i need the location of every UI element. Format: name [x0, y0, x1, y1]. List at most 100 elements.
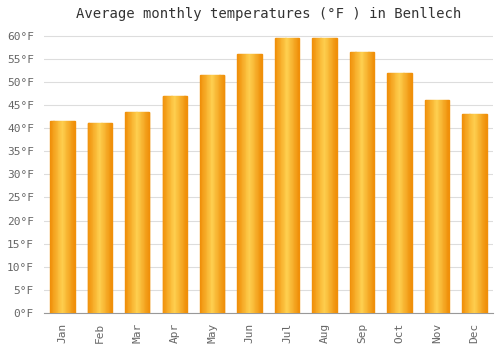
Bar — [128, 112, 129, 313]
Bar — [466, 114, 467, 313]
Bar — [313, 38, 314, 313]
Bar — [252, 54, 253, 313]
Bar — [326, 38, 327, 313]
Bar — [437, 100, 438, 313]
Bar — [392, 72, 393, 313]
Bar — [186, 96, 187, 313]
Bar — [202, 75, 203, 313]
Bar — [470, 114, 471, 313]
Bar — [434, 100, 436, 313]
Bar — [59, 121, 60, 313]
Bar — [463, 114, 464, 313]
Bar — [148, 112, 150, 313]
Bar — [356, 52, 357, 313]
Bar — [350, 52, 352, 313]
Bar — [162, 96, 164, 313]
Bar — [358, 52, 359, 313]
Bar — [404, 72, 405, 313]
Bar — [324, 38, 326, 313]
Bar — [177, 96, 178, 313]
Bar — [261, 54, 262, 313]
Bar — [240, 54, 242, 313]
Bar — [291, 38, 292, 313]
Bar — [394, 72, 396, 313]
Bar — [335, 38, 336, 313]
Bar — [362, 52, 363, 313]
Bar — [242, 54, 243, 313]
Bar — [54, 121, 55, 313]
Bar — [129, 112, 130, 313]
Bar — [109, 124, 110, 313]
Bar — [253, 54, 254, 313]
Bar — [330, 38, 331, 313]
Bar — [126, 112, 127, 313]
Bar — [51, 121, 52, 313]
Bar — [468, 114, 469, 313]
Bar — [282, 38, 283, 313]
Bar — [165, 96, 166, 313]
Bar — [139, 112, 140, 313]
Bar — [371, 52, 372, 313]
Bar — [102, 124, 103, 313]
Bar — [442, 100, 444, 313]
Bar — [130, 112, 131, 313]
Bar — [280, 38, 281, 313]
Bar — [210, 75, 212, 313]
Bar — [332, 38, 334, 313]
Bar — [368, 52, 370, 313]
Bar — [96, 124, 98, 313]
Bar — [65, 121, 66, 313]
Bar — [143, 112, 144, 313]
Bar — [238, 54, 239, 313]
Bar — [66, 121, 68, 313]
Bar — [361, 52, 362, 313]
Bar — [254, 54, 256, 313]
Bar — [221, 75, 222, 313]
Bar — [179, 96, 180, 313]
Bar — [363, 52, 364, 313]
Bar — [428, 100, 429, 313]
Bar — [88, 124, 90, 313]
Bar — [91, 124, 92, 313]
Bar — [409, 72, 410, 313]
Bar — [111, 124, 112, 313]
Bar — [95, 124, 96, 313]
Bar — [293, 38, 294, 313]
Bar — [290, 38, 291, 313]
Bar — [213, 75, 214, 313]
Bar — [248, 54, 249, 313]
Bar — [284, 38, 286, 313]
Bar — [482, 114, 484, 313]
Bar — [63, 121, 64, 313]
Bar — [250, 54, 252, 313]
Bar — [390, 72, 392, 313]
Bar — [278, 38, 279, 313]
Bar — [408, 72, 409, 313]
Bar — [258, 54, 260, 313]
Bar — [243, 54, 244, 313]
Bar — [397, 72, 398, 313]
Bar — [401, 72, 402, 313]
Bar — [427, 100, 428, 313]
Bar — [60, 121, 61, 313]
Bar — [331, 38, 332, 313]
Bar — [388, 72, 389, 313]
Bar — [477, 114, 478, 313]
Bar — [180, 96, 182, 313]
Bar — [107, 124, 108, 313]
Bar — [245, 54, 246, 313]
Bar — [441, 100, 442, 313]
Bar — [484, 114, 485, 313]
Bar — [217, 75, 218, 313]
Bar — [478, 114, 479, 313]
Bar — [103, 124, 104, 313]
Bar — [222, 75, 223, 313]
Bar — [104, 124, 106, 313]
Bar — [62, 121, 63, 313]
Bar — [206, 75, 208, 313]
Bar — [472, 114, 474, 313]
Bar — [90, 124, 91, 313]
Bar — [372, 52, 374, 313]
Bar — [402, 72, 404, 313]
Bar — [366, 52, 367, 313]
